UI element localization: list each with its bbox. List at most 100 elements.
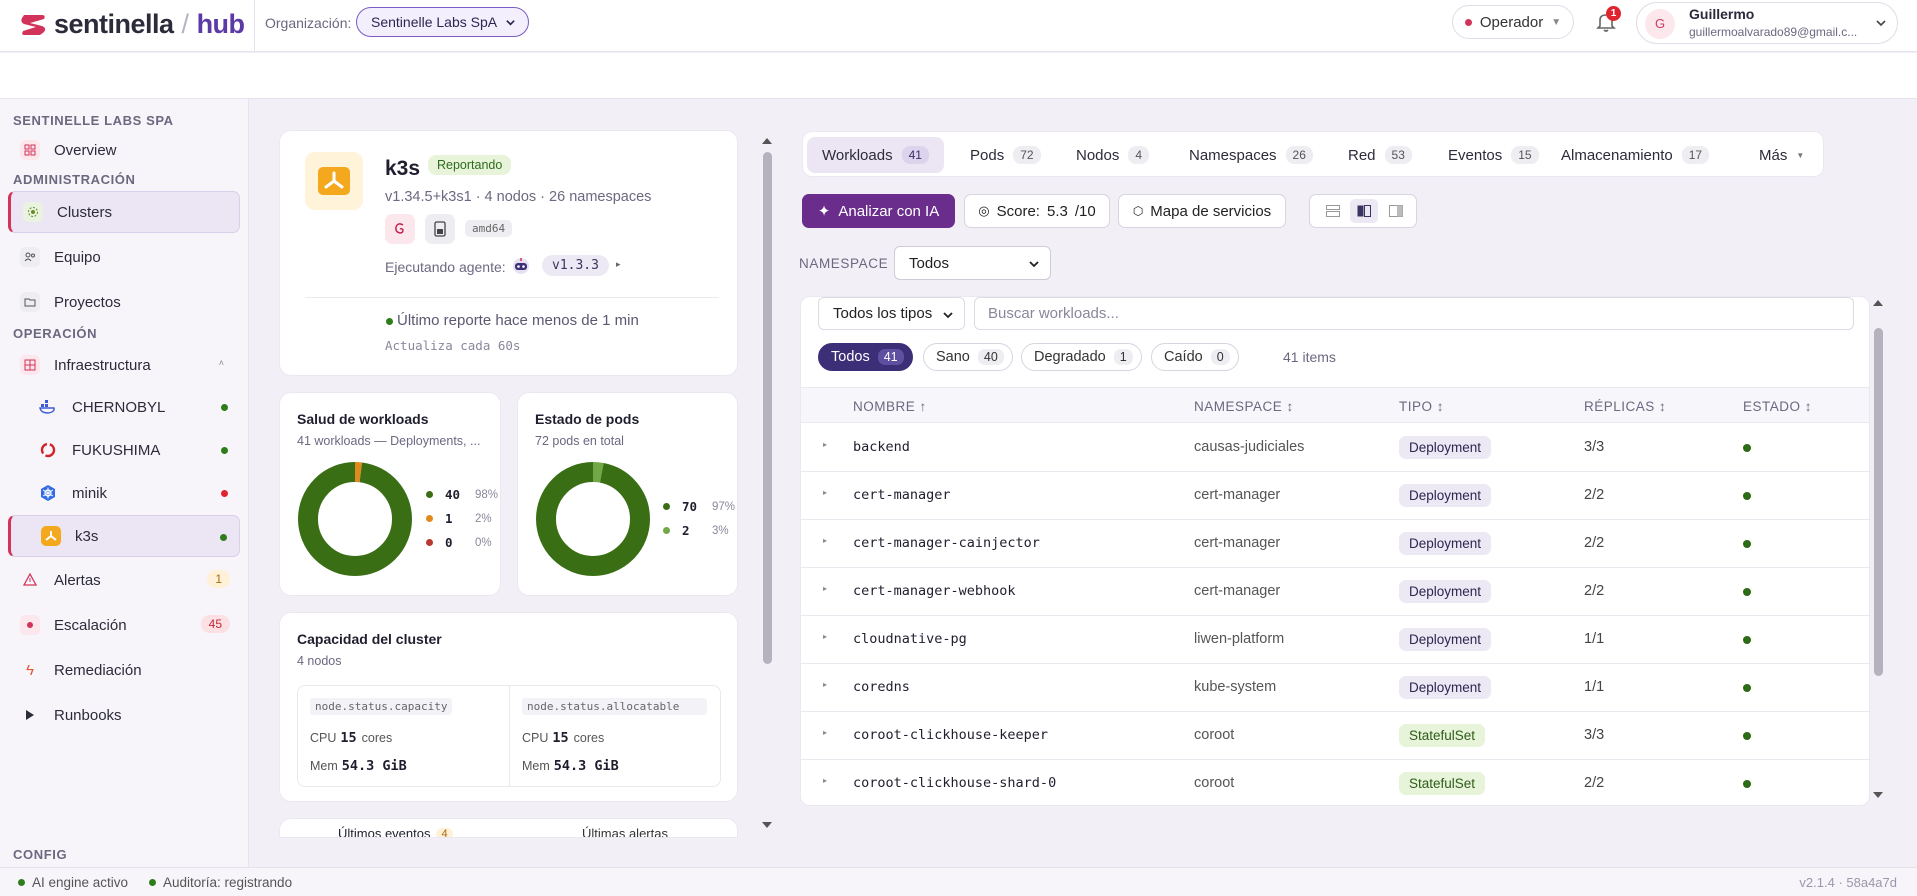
tab-eventos[interactable]: Eventos 15 — [1433, 137, 1554, 173]
score-button[interactable]: ◎ Score: 5.3 /10 — [964, 194, 1110, 228]
sidebar-item-overview[interactable]: Overview — [8, 129, 240, 171]
type-select[interactable]: Todos los tipos — [818, 297, 965, 330]
tab-recent-events[interactable]: Últimos eventos 4 — [338, 826, 453, 837]
column-header-replicas[interactable]: RÉPLICAS ↕ — [1584, 399, 1667, 414]
sidebar-item-equipo[interactable]: Equipo — [8, 236, 240, 278]
footer-text: AI engine activo — [32, 875, 129, 890]
sidebar-item-remediacion[interactable]: ϟ Remediación — [8, 649, 240, 691]
sidebar-item-alertas[interactable]: Alertas 1 — [8, 559, 240, 601]
namespace-select[interactable]: Todos — [894, 246, 1051, 280]
layout-split-icon[interactable] — [1350, 199, 1378, 223]
legend-dot — [426, 491, 433, 498]
pill-count: 40 — [977, 349, 1004, 365]
caret-right-icon[interactable]: ▸ — [616, 259, 621, 269]
tab-almacenamiento[interactable]: Almacenamiento 17 — [1546, 137, 1724, 173]
scrollbar-thumb[interactable] — [1874, 328, 1883, 676]
sidebar-item-label: k3s — [75, 527, 99, 545]
cell-name: coroot-clickhouse-shard-0 — [853, 775, 1057, 791]
sidebar-item-proyectos[interactable]: Proyectos — [8, 281, 240, 323]
collapse-icon[interactable]: ˄ — [218, 358, 224, 368]
table-row[interactable]: ▸ cloudnative-pg liwen-platform Deployme… — [801, 616, 1869, 664]
tab-nodos[interactable]: Nodos 4 — [1061, 137, 1164, 173]
legend-value: 1 — [445, 511, 453, 526]
table-scrollbar[interactable] — [1871, 296, 1885, 806]
brand-logo[interactable]: sentinella / hub — [20, 9, 245, 40]
role-dot-icon — [1464, 18, 1472, 26]
scrollbar-thumb[interactable] — [763, 152, 772, 664]
sidebar-item-escalacion[interactable]: Escalación 45 — [8, 604, 240, 646]
tab-more[interactable]: Más ▼ — [1744, 137, 1819, 173]
chevron-down-icon — [1876, 20, 1886, 27]
search-input[interactable]: Buscar workloads... — [974, 297, 1854, 330]
table-row[interactable]: ▸ coredns kube-system Deployment 1/1 — [801, 664, 1869, 712]
capacity-card: Capacidad del cluster 4 nodos node.statu… — [279, 612, 738, 802]
org-selector[interactable]: Sentinelle Labs SpA — [356, 7, 530, 37]
expand-icon[interactable]: ▸ — [823, 488, 828, 497]
filter-todos[interactable]: Todos 41 — [818, 343, 913, 371]
cell-name: coroot-clickhouse-keeper — [853, 727, 1049, 743]
select-value: Todos los tipos — [833, 305, 933, 322]
scroll-down-icon[interactable] — [1871, 790, 1885, 800]
legend-value: 0 — [445, 535, 453, 550]
table-row[interactable]: ▸ coroot-clickhouse-shard-0 coroot State… — [801, 760, 1869, 805]
scroll-up-icon[interactable] — [760, 136, 774, 146]
pod-state-card: Estado de pods 72 pods en total 70 97% 2… — [517, 392, 738, 596]
sidebar-item-clusters[interactable]: Clusters — [8, 191, 240, 233]
layout-rows-icon[interactable] — [1319, 199, 1347, 223]
analyze-ai-button[interactable]: ✦ Analizar con IA — [802, 194, 955, 228]
expand-icon[interactable]: ▸ — [823, 680, 828, 689]
sidebar-item-infraestructura[interactable]: Infraestructura ˄ — [8, 344, 240, 386]
column-header-namespace[interactable]: NAMESPACE ↕ — [1194, 399, 1294, 414]
center-scrollbar[interactable] — [760, 128, 774, 836]
expand-icon[interactable]: ▸ — [823, 536, 828, 545]
filter-caido[interactable]: Caído 0 — [1151, 343, 1239, 371]
cluster-meta: v1.34.5+k3s1 · 4 nodos · 26 namespaces — [385, 189, 652, 205]
layout-sidepanel-icon[interactable] — [1382, 199, 1410, 223]
agent-version[interactable]: v1.3.3 — [542, 255, 609, 276]
sidebar-cluster-minik[interactable]: minik — [26, 472, 240, 514]
k3s-logo-icon — [305, 152, 363, 210]
role-selector[interactable]: Operador ▼ — [1452, 5, 1574, 39]
cell-replicas: 3/3 — [1584, 439, 1605, 455]
legend-row: 40 98% — [426, 487, 498, 502]
sidebar-item-runbooks[interactable]: Runbooks — [8, 694, 240, 736]
expand-icon[interactable]: ▸ — [823, 440, 828, 449]
sidebar-cluster-chernobyl[interactable]: CHERNOBYL — [26, 386, 240, 428]
sidebar-item-label: Runbooks — [54, 706, 122, 724]
column-header-name[interactable]: NOMBRE ↑ — [853, 399, 927, 414]
filter-sano[interactable]: Sano 40 — [923, 343, 1013, 371]
service-map-button[interactable]: ⬡ Mapa de servicios — [1118, 194, 1286, 228]
expand-icon[interactable]: ▸ — [823, 728, 828, 737]
filter-degradado[interactable]: Degradado 1 — [1021, 343, 1142, 371]
sidebar-item-label: Equipo — [54, 248, 101, 266]
table-row[interactable]: ▸ backend causas-judiciales Deployment 3… — [801, 424, 1869, 472]
legend-value: 40 — [445, 487, 461, 502]
tab-workloads[interactable]: Workloads 41 — [807, 137, 944, 173]
docker-icon — [38, 397, 58, 417]
scroll-up-icon[interactable] — [1871, 298, 1885, 308]
lightning-icon: ϟ — [26, 661, 34, 679]
legend-percent: 0% — [475, 536, 492, 549]
expand-icon[interactable]: ▸ — [823, 776, 828, 785]
tab-recent-alerts[interactable]: Últimas alertas — [582, 826, 668, 838]
tab-pods[interactable]: Pods 72 — [955, 137, 1056, 173]
sidebar-item-label: Remediación — [54, 661, 142, 679]
user-menu[interactable]: G Guillermo guillermoalvarado89@gmail.c.… — [1636, 2, 1898, 44]
scroll-down-icon[interactable] — [760, 820, 774, 830]
column-header-status[interactable]: ESTADO ↕ — [1743, 399, 1813, 414]
cell-namespace: cert-manager — [1194, 583, 1281, 599]
table-row[interactable]: ▸ cert-manager cert-manager Deployment 2… — [801, 472, 1869, 520]
column-header-type[interactable]: TIPO ↕ — [1399, 399, 1445, 414]
avatar: G — [1645, 9, 1675, 39]
table-row[interactable]: ▸ cert-manager-webhook cert-manager Depl… — [801, 568, 1869, 616]
type-badge: Deployment — [1399, 580, 1492, 603]
sidebar-cluster-k3s[interactable]: k3s — [8, 515, 240, 557]
tab-red[interactable]: Red 53 — [1333, 137, 1427, 173]
legend-percent: 97% — [712, 500, 736, 513]
table-row[interactable]: ▸ cert-manager-cainjector cert-manager D… — [801, 520, 1869, 568]
expand-icon[interactable]: ▸ — [823, 584, 828, 593]
expand-icon[interactable]: ▸ — [823, 632, 828, 641]
table-row[interactable]: ▸ coroot-clickhouse-keeper coroot Statef… — [801, 712, 1869, 760]
sidebar-cluster-fukushima[interactable]: FUKUSHIMA — [26, 429, 240, 471]
tab-namespaces[interactable]: Namespaces 26 — [1174, 137, 1328, 173]
